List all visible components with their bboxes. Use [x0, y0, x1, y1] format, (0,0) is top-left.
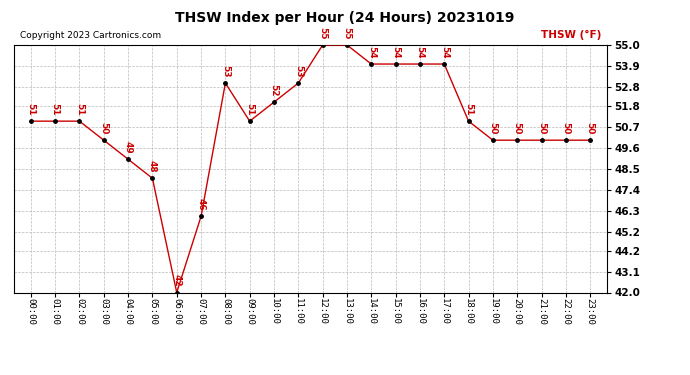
Text: THSW Index per Hour (24 Hours) 20231019: THSW Index per Hour (24 Hours) 20231019: [175, 11, 515, 25]
Text: 55: 55: [342, 27, 351, 39]
Text: 51: 51: [75, 103, 84, 116]
Text: THSW (°F): THSW (°F): [541, 30, 601, 40]
Text: 53: 53: [221, 65, 230, 78]
Text: Copyright 2023 Cartronics.com: Copyright 2023 Cartronics.com: [20, 31, 161, 40]
Text: 50: 50: [489, 122, 497, 135]
Text: 50: 50: [586, 122, 595, 135]
Text: 54: 54: [391, 46, 400, 58]
Text: 54: 54: [415, 46, 424, 58]
Text: 54: 54: [367, 46, 376, 58]
Text: 51: 51: [50, 103, 59, 116]
Text: 48: 48: [148, 160, 157, 173]
Text: 51: 51: [245, 103, 254, 116]
Text: 46: 46: [197, 198, 206, 211]
Text: 50: 50: [537, 122, 546, 135]
Text: 54: 54: [440, 46, 449, 58]
Text: 51: 51: [26, 103, 35, 116]
Text: 53: 53: [294, 65, 303, 78]
Text: 51: 51: [464, 103, 473, 116]
Text: 50: 50: [562, 122, 571, 135]
Text: 55: 55: [318, 27, 327, 39]
Text: 49: 49: [124, 141, 132, 154]
Text: 52: 52: [270, 84, 279, 96]
Text: 50: 50: [513, 122, 522, 135]
Text: 50: 50: [99, 122, 108, 135]
Text: 42: 42: [172, 274, 181, 287]
